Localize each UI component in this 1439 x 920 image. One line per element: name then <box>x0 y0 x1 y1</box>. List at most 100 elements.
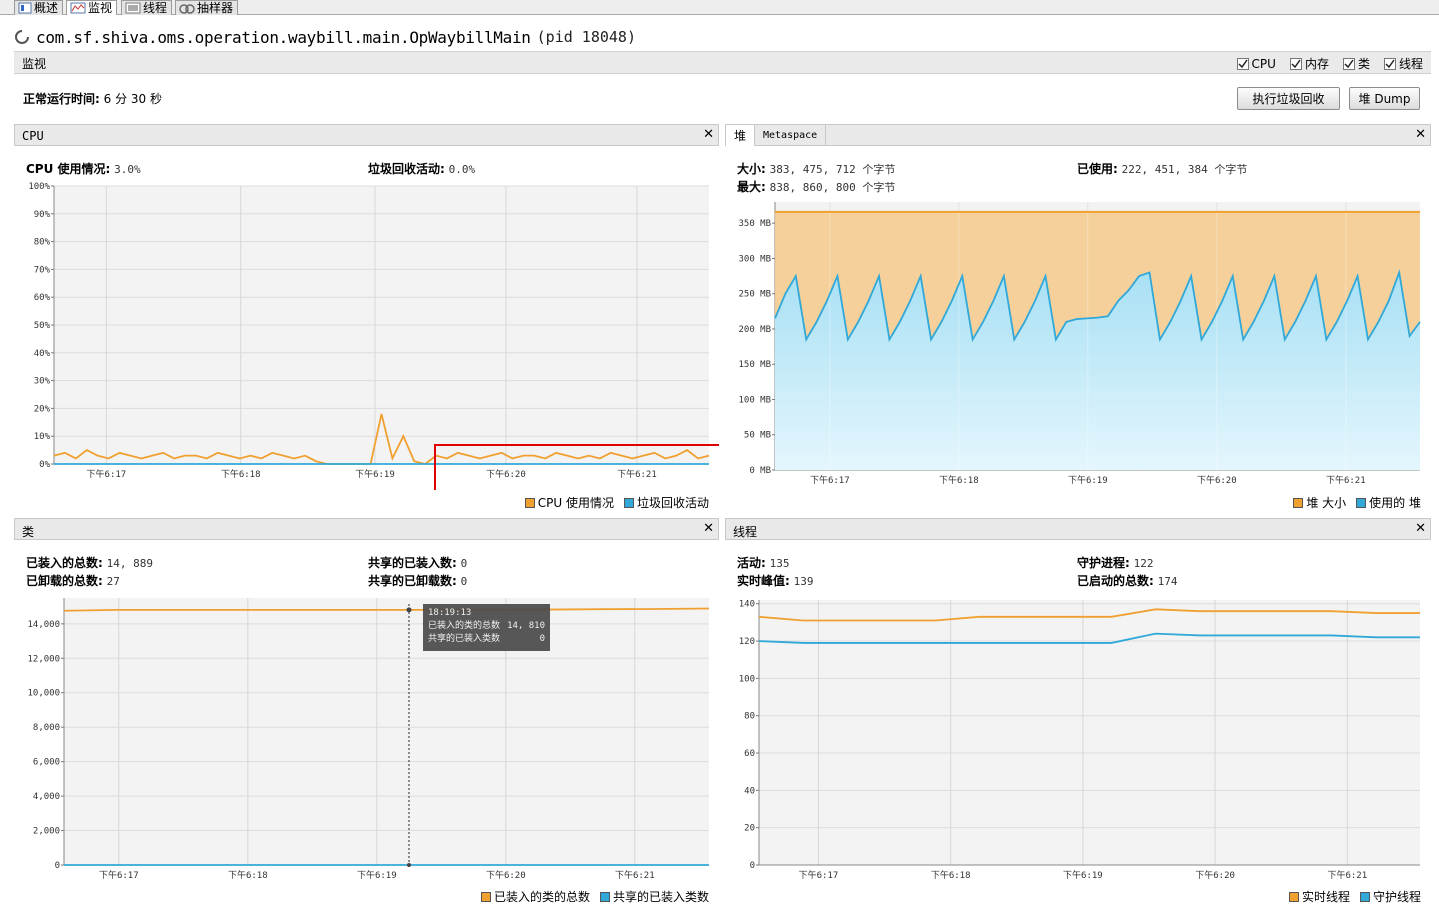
cpu-chart[interactable]: 100% 90% 80% 70% 60% 50% 40% 30% 20% 10% 0% 下午6:17 下… <box>14 178 719 490</box>
y-tick-label: 0 <box>55 861 60 871</box>
plot-area <box>759 600 1420 865</box>
unloaded-stat: 已卸载的总数: 27 <box>26 572 120 589</box>
y-tick-label: 100% <box>28 182 50 192</box>
y-tick-label: 0 <box>750 861 755 871</box>
y-tick-label: 6,000 <box>33 758 60 768</box>
heap-dump-button[interactable]: 堆 Dump <box>1349 87 1420 110</box>
y-tick-label: 80 <box>744 712 755 722</box>
unloaded-label: 已卸载的总数: <box>26 574 103 588</box>
tooltip-time: 18:19:13 <box>428 608 471 618</box>
loaded-label: 已装入的总数: <box>26 556 103 570</box>
legend-gc-activity: 垃圾回收活动 <box>623 494 709 511</box>
x-tick-label: 下午6:17 <box>810 474 850 486</box>
y-tick-label: 80% <box>34 238 51 248</box>
tab-heap[interactable]: 堆 <box>726 125 756 146</box>
check-icon <box>1289 57 1302 70</box>
y-tick-label: 12,000 <box>27 654 60 664</box>
uptime-label: 正常运行时间: <box>23 92 100 106</box>
checkbox-classes[interactable]: 类 <box>1342 55 1370 72</box>
x-tick-label: 下午6:18 <box>228 869 268 881</box>
legend-loaded-classes-label: 已装入的类的总数 <box>493 890 590 904</box>
close-icon[interactable]: ✕ <box>1415 521 1426 536</box>
daemon-threads-value: 122 <box>1133 557 1154 570</box>
loaded-classes-line <box>63 607 710 612</box>
classes-legend: 已装入的类的总数 共享的已装入类数 <box>480 888 709 905</box>
started-threads-value: 174 <box>1157 575 1178 588</box>
y-tick-label: 20% <box>34 404 51 414</box>
tooltip-row2-value: 0 <box>540 634 545 644</box>
x-tick-label: 下午6:20 <box>486 468 526 480</box>
shared-loaded-stat: 共享的已装入数: 0 <box>368 554 467 571</box>
y-tick-label: 10,000 <box>27 689 60 699</box>
x-tick-label: 下午6:21 <box>615 869 655 881</box>
peak-threads-stat: 实时峰值: 139 <box>737 572 814 589</box>
heap-used-area <box>775 272 1420 470</box>
y-tick-label: 250 MB <box>738 290 771 300</box>
close-icon[interactable]: ✕ <box>1415 127 1426 142</box>
checkbox-classes-label: 类 <box>1357 57 1370 71</box>
tab-overview[interactable]: 概述 <box>14 0 64 15</box>
cpu-panel: CPU ✕ CPU 使用情况: 3.0% 垃圾回收活动: 0.0% 100% 90… <box>14 124 719 512</box>
y-tick-label: 40% <box>34 349 51 359</box>
y-tick-label: 4,000 <box>33 792 60 802</box>
checkbox-cpu-label: CPU <box>1251 56 1276 71</box>
y-tick-label: 120 <box>739 637 755 647</box>
threads-panel: 线程 ✕ 活动: 135 实时峰值: 139 守护进程: 122 已启动的总数:… <box>725 518 1431 910</box>
threads-chart[interactable]: 140 120 100 80 60 40 20 0 下午6:17 下午6:18 下午6:19 下午6:… <box>725 590 1431 884</box>
cpu-usage-stat: CPU 使用情况: 3.0% <box>26 160 141 177</box>
tab-monitor[interactable]: 监视 <box>66 0 118 15</box>
checkbox-cpu[interactable]: CPU <box>1236 55 1276 72</box>
heap-chart[interactable]: 350 MB 300 MB 250 MB 200 MB 150 MB 100 MB 50 M… <box>725 196 1431 490</box>
monitor-label: 监视 <box>22 57 47 71</box>
daemon-threads-line <box>758 632 1420 644</box>
x-tick-label: 下午6:19 <box>1068 474 1108 486</box>
gc-activity-stat: 垃圾回收活动: 0.0% <box>368 160 475 177</box>
check-icon <box>1236 57 1249 70</box>
app-pid: (pid 18048) <box>536 28 636 46</box>
legend-daemon-threads-label: 守护线程 <box>1372 890 1421 904</box>
heap-used-line <box>774 269 1421 343</box>
tooltip-point <box>406 607 412 613</box>
tab-threads-label: 线程 <box>143 1 168 15</box>
threads-icon <box>125 2 141 14</box>
y-tick-label: 70% <box>34 265 51 275</box>
heap-panel: 堆 Metaspace ✕ 大小: 383, 475, 712 个字节 最大: … <box>725 124 1431 512</box>
shared-loaded-value: 0 <box>460 557 468 570</box>
legend-gc-activity-label: 垃圾回收活动 <box>636 496 709 510</box>
highlight-box <box>434 444 719 490</box>
heap-size-label: 大小: <box>737 162 766 176</box>
checkbox-threads[interactable]: 线程 <box>1383 55 1423 72</box>
cpu-panel-title: CPU <box>22 129 44 143</box>
shared-loaded-label: 共享的已装入数: <box>368 556 457 570</box>
live-threads-line <box>758 608 1420 622</box>
classes-chart[interactable]: 14,000 12,000 10,000 8,000 6,000 4,000 2,000 0 下… <box>14 590 719 884</box>
tab-metaspace[interactable]: Metaspace <box>755 125 827 146</box>
threads-panel-title: 线程 <box>733 525 758 539</box>
x-tick-label: 下午6:19 <box>1063 869 1103 881</box>
tab-sampler[interactable]: 抽样器 <box>175 0 239 15</box>
x-tick-label: 下午6:21 <box>617 468 657 480</box>
tab-threads[interactable]: 线程 <box>121 0 173 15</box>
y-tick-label: 30% <box>34 377 51 387</box>
gc-activity-value: 0.0% <box>448 163 476 176</box>
y-tick-label: 100 MB <box>738 395 771 405</box>
classes-panel-header: 类 ✕ <box>14 518 719 540</box>
checkbox-memory-label: 内存 <box>1304 57 1329 71</box>
close-icon[interactable]: ✕ <box>703 127 714 142</box>
daemon-threads-stat: 守护进程: 122 <box>1077 554 1154 571</box>
legend-daemon-threads: 守护线程 <box>1359 888 1421 905</box>
x-tick-label: 下午6:20 <box>486 869 526 881</box>
tooltip-row1-value: 14, 810 <box>507 621 545 631</box>
heap-legend: 堆 大小 使用的 堆 <box>1293 494 1421 511</box>
legend-heap-used-label: 使用的 堆 <box>1369 496 1421 510</box>
heap-used-value: 222, 451, 384 个字节 <box>1121 163 1248 176</box>
tooltip-row2-label: 共享的已装入类数 <box>428 632 500 644</box>
tab-overview-label: 概述 <box>34 1 59 15</box>
checkbox-memory[interactable]: 内存 <box>1289 55 1329 72</box>
y-tick-label: 0 MB <box>749 466 771 476</box>
x-tick-label: 下午6:20 <box>1195 869 1235 881</box>
close-icon[interactable]: ✕ <box>703 521 714 536</box>
perform-gc-button[interactable]: 执行垃圾回收 <box>1237 87 1340 110</box>
heap-max-value: 838, 860, 800 个字节 <box>769 181 896 194</box>
